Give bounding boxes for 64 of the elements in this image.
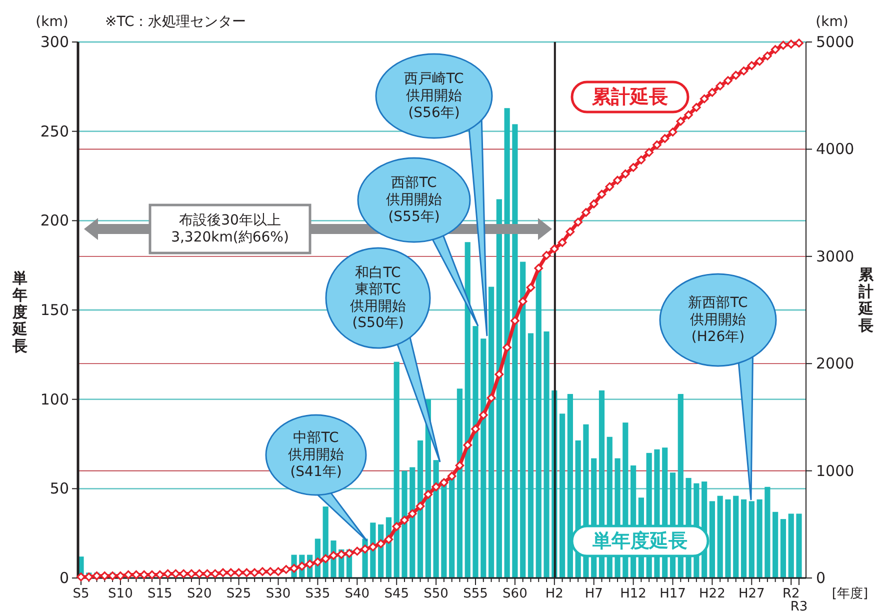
x-tick-label: S35: [305, 586, 330, 602]
x-tick-label: S55: [463, 586, 488, 602]
x-axis-title: [年度]: [832, 586, 868, 602]
bar: [764, 486, 770, 578]
x-tick-label: H22: [699, 586, 726, 602]
bar: [559, 414, 566, 578]
y2-tick-label: 3000: [816, 247, 854, 266]
x-tick-label: S25: [226, 586, 252, 602]
x-tick-label: S20: [186, 586, 212, 602]
y-tick-label: 250: [40, 122, 69, 140]
x-tick-label: S60: [502, 586, 528, 602]
y-tick-label: 200: [40, 212, 69, 230]
bar: [788, 514, 794, 578]
annotation: 中部TC 供用開始 (S41年): [288, 430, 344, 480]
x-tick-label: H27: [738, 586, 765, 602]
y-tick-label: 50: [50, 480, 69, 498]
text: (km): [816, 14, 848, 30]
x-tick-label: H2: [545, 586, 564, 602]
x-tick-label: R3: [790, 600, 808, 614]
bar: [488, 286, 494, 578]
y-tick-label: 0: [59, 569, 69, 587]
annotation: 西部TC 供用開始 (S55年): [386, 175, 442, 225]
bar: [733, 496, 739, 578]
x-tick-label: H7: [584, 586, 603, 602]
text: (km): [36, 14, 68, 30]
x-tick-label: S5: [72, 586, 90, 602]
y-tick-label: 300: [40, 33, 69, 51]
x-tick-label: H12: [620, 586, 646, 602]
series-label: 累計延長: [591, 86, 668, 108]
x-tick-label: S10: [108, 586, 133, 602]
bar: [528, 333, 534, 578]
x-tick-label: H17: [660, 586, 686, 602]
bar: [772, 512, 778, 578]
y2-tick-label: 0: [816, 569, 826, 587]
bar: [796, 514, 802, 578]
bar: [456, 388, 463, 578]
x-tick-label: S45: [384, 586, 410, 602]
bar: [544, 331, 550, 578]
bar: [780, 519, 786, 578]
y-axis-title: 単年度延長: [12, 269, 28, 355]
annotation: 布設後30年以上 3,320km(約66%): [171, 212, 289, 246]
bar: [417, 440, 424, 578]
x-tick-label: S30: [266, 586, 291, 602]
bar: [717, 496, 723, 578]
y-tick-label: 150: [40, 301, 69, 319]
y-tick-label: 100: [40, 390, 69, 408]
x-tick-label: S40: [344, 586, 370, 602]
annotation: 西戸崎TC 供用開始 (S56年): [404, 71, 464, 121]
bar: [756, 499, 762, 578]
y2-tick-label: 4000: [816, 140, 854, 158]
x-tick-label: S15: [148, 586, 172, 602]
text: ※TC：水処理センター: [105, 14, 246, 30]
y2-tick-label: 5000: [816, 33, 854, 51]
y2-tick-label: 2000: [816, 354, 854, 373]
y2-tick-label: 1000: [816, 462, 854, 480]
x-tick-label: S50: [424, 586, 448, 602]
y2-axis-title: 累計延長: [858, 266, 874, 334]
bar: [725, 499, 731, 578]
series-label: 単年度延長: [592, 530, 688, 552]
x-tick-label: R2: [782, 586, 800, 602]
annotation: 和白TC 東部TC 供用開始 (S50年): [350, 264, 406, 332]
bar: [748, 501, 754, 578]
bar: [740, 499, 747, 578]
annotation: 新西部TC 供用開始 (H26年): [688, 295, 748, 345]
